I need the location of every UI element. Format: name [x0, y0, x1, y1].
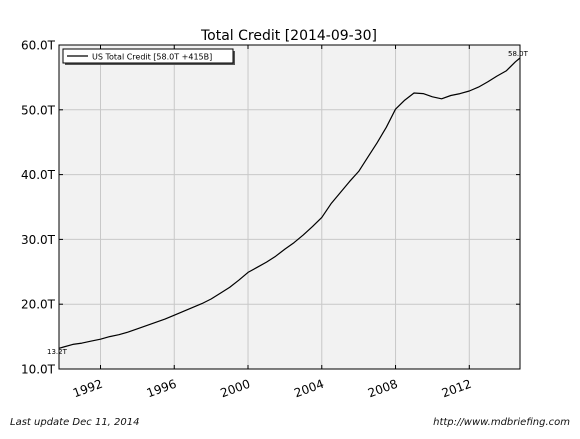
x-tick-label-4: 2008	[366, 377, 399, 401]
x-tick-label-0: 1992	[71, 377, 104, 401]
x-tick-label-1: 1996	[145, 377, 178, 401]
x-tick-label-3: 2004	[292, 377, 325, 401]
y-tick-label-3: 40.0T	[21, 168, 56, 182]
legend: US Total Credit [58.0T +415B]	[62, 48, 235, 65]
y-tick-label-2: 30.0T	[21, 233, 56, 247]
plot-area	[59, 45, 520, 369]
legend-box	[62, 48, 234, 64]
y-tick-label-1: 20.0T	[21, 298, 56, 312]
x-tick-label-5: 2012	[440, 377, 473, 401]
start-value-label: 13.2T	[47, 348, 68, 356]
x-tick-label-2: 2000	[219, 377, 252, 401]
series-line-0	[58, 57, 521, 349]
source-link[interactable]: http://www.mdbriefing.com	[433, 417, 570, 428]
y-tick-label-0: 10.0T	[21, 363, 56, 377]
ticks	[59, 44, 520, 370]
end-value-label: 58.0T	[508, 50, 529, 58]
plot-frame	[58, 44, 521, 370]
chart-title: Total Credit [2014-09-30]	[200, 28, 377, 44]
legend-entry-us-total-credit: US Total Credit [58.0T +415B]	[92, 53, 212, 62]
last-update-text: Last update Dec 11, 2014	[10, 417, 140, 428]
y-tick-label-5: 60.0T	[21, 39, 56, 53]
series-layer	[58, 57, 521, 349]
y-tick-label-4: 50.0T	[21, 103, 56, 117]
